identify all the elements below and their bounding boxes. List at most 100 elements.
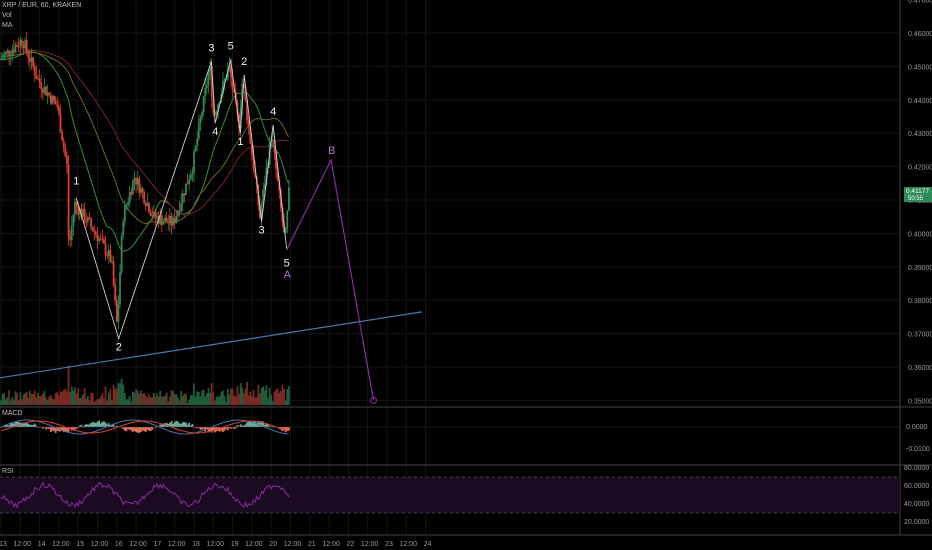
- rsi-tick-label: 80.0000: [904, 465, 929, 472]
- volume-bar: [214, 400, 216, 405]
- macd-histogram-bar: [125, 427, 128, 432]
- volume-bar: [252, 390, 255, 405]
- macd-histogram-bar: [111, 425, 113, 427]
- macd-histogram-bar: [94, 423, 97, 427]
- macd-histogram-bar: [149, 427, 152, 432]
- volume-bar: [80, 397, 83, 405]
- volume-bar: [251, 396, 253, 405]
- volume-bar: [99, 396, 102, 405]
- volume-bar: [168, 396, 171, 405]
- candle-body: [135, 177, 137, 185]
- volume-bar: [234, 396, 237, 405]
- candle-body: [146, 202, 149, 206]
- macd-histogram-bar: [154, 427, 157, 428]
- time-tick-label: 13: [0, 541, 7, 548]
- macd-histogram-bar: [175, 420, 178, 427]
- price-tick-label: 0.45000: [908, 64, 932, 71]
- elliott-wave-lines[interactable]: [75, 59, 377, 404]
- volume-bar: [259, 393, 261, 405]
- candle-body: [51, 95, 54, 104]
- volume-bar: [112, 384, 115, 405]
- volume-bar: [41, 393, 44, 405]
- ma-line: [1, 49, 289, 217]
- volume-bar: [205, 393, 208, 405]
- wave-label-2: 2: [116, 342, 122, 354]
- volume-bar: [49, 395, 52, 405]
- macd-histogram-bar: [48, 427, 51, 430]
- macd-histogram-bar: [69, 427, 72, 430]
- macd-histogram-bar: [101, 421, 104, 427]
- candle-body: [41, 89, 44, 93]
- candle-body: [140, 188, 142, 194]
- candle-body: [173, 218, 176, 224]
- time-tick-label: 15: [76, 541, 84, 548]
- time-axis[interactable]: 13 12:00 14 12:00 15 12:00 16 12:00 17 12:00 18 12:…: [0, 541, 432, 548]
- volume-bar: [75, 393, 78, 405]
- impulse-wave-path[interactable]: [75, 59, 288, 341]
- volume-bar: [16, 393, 18, 405]
- macd-histogram-bar: [180, 423, 183, 427]
- macd-histogram-bar: [143, 427, 146, 432]
- volume-bar: [27, 397, 30, 405]
- volume-bar: [268, 387, 271, 405]
- volume-bar: [86, 395, 89, 405]
- candle-body: [111, 261, 113, 263]
- candle-body: [16, 45, 18, 47]
- volume-bar: [149, 397, 152, 405]
- volume-bar: [91, 392, 94, 405]
- volume-bar: [24, 393, 27, 405]
- candle-body: [265, 167, 268, 185]
- volume-bar: [67, 365, 70, 405]
- volume-bar: [151, 397, 154, 405]
- candle-body: [207, 73, 210, 86]
- rsi-tick-label: 40.0000: [904, 501, 929, 508]
- volume-bar: [255, 397, 258, 405]
- volume-bar: [53, 399, 55, 405]
- macd-histogram-bar: [32, 425, 35, 427]
- macd-histogram-bar: [90, 423, 92, 427]
- volume-bar: [96, 398, 99, 405]
- volume-bar: [51, 398, 54, 405]
- volume-bar: [175, 394, 178, 405]
- candle-body: [183, 193, 186, 196]
- candle-body: [109, 250, 112, 262]
- volume-bar: [138, 393, 141, 405]
- volume-bar: [122, 384, 125, 405]
- candle-body: [115, 300, 118, 322]
- candle-body: [6, 50, 9, 53]
- candle-body: [189, 174, 192, 180]
- macd-histogram-bar: [271, 425, 274, 427]
- candle-body: [74, 201, 76, 215]
- volume-bar: [106, 400, 109, 405]
- macd-histogram-bar: [107, 423, 110, 427]
- volume-bar: [64, 388, 67, 405]
- volume-bar: [275, 389, 277, 405]
- wave-label-3: 3: [259, 225, 265, 237]
- time-tick-label: 12:00: [14, 541, 32, 548]
- macd-histogram-bar: [183, 422, 186, 427]
- candle-body: [180, 203, 183, 212]
- macd-histogram-bar: [188, 422, 191, 427]
- volume-bar: [225, 401, 228, 405]
- macd-histogram-bar: [96, 421, 99, 427]
- time-tick-label: 17: [154, 541, 162, 548]
- price-tick-label: 0.39000: [908, 265, 932, 272]
- candle-body: [58, 107, 60, 114]
- macd-histogram-bar: [8, 425, 10, 427]
- candle-body: [175, 215, 178, 224]
- macd-histogram-bar: [220, 427, 223, 431]
- volume-bar: [188, 399, 191, 405]
- macd-histogram-bar: [268, 425, 271, 427]
- candle-body: [210, 66, 213, 98]
- trendline[interactable]: [0, 311, 422, 384]
- last-price-label: 0.41177: [906, 188, 929, 195]
- price-axis[interactable]: 0.47000 0.46000 0.45000 0.44000 0.43000 0.420…: [904, 0, 932, 526]
- macd-histogram-bar: [246, 422, 248, 427]
- support-trendline[interactable]: [0, 311, 422, 384]
- candlesticks: [0, 31, 290, 330]
- volume-bar: [104, 386, 107, 405]
- volume-bar: [115, 388, 118, 405]
- abc-projection-path[interactable]: [286, 158, 375, 401]
- projection-end-marker[interactable]: [369, 396, 377, 404]
